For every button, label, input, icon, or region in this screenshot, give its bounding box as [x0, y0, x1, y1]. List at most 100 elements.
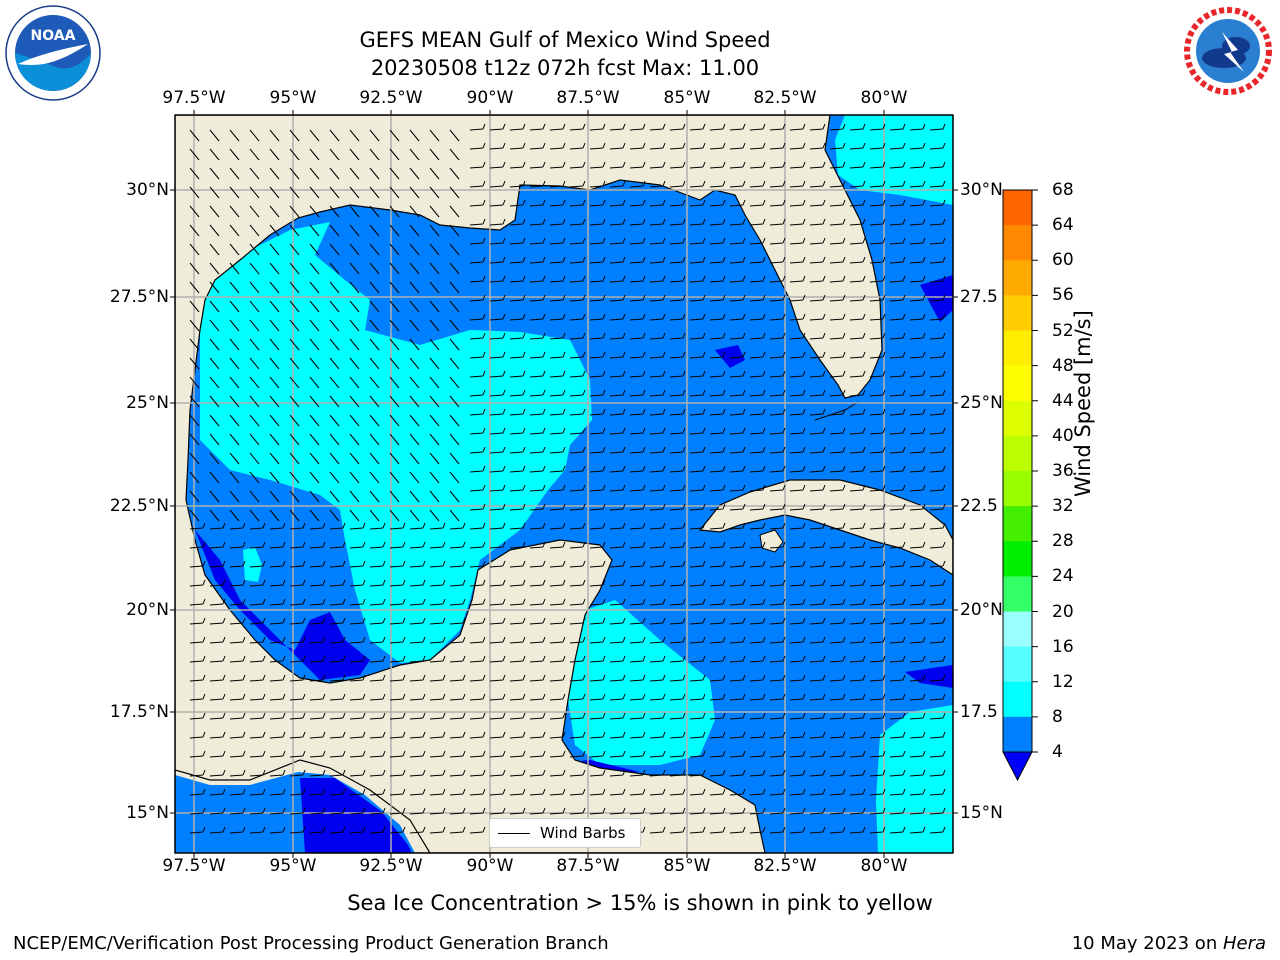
wind-barb [289, 471, 300, 484]
wind-barb [729, 484, 746, 492]
wind-barb [509, 674, 526, 682]
wind-barb [729, 313, 746, 321]
wind-barb [609, 484, 626, 492]
wind-barb [709, 617, 726, 625]
wind-barb [309, 636, 326, 644]
wind-barb [809, 237, 826, 245]
wind-barb [529, 313, 546, 321]
wind-barb [209, 338, 220, 351]
wind-barb [889, 332, 906, 340]
wind-barb [709, 788, 726, 796]
wind-barb [689, 617, 706, 625]
wind-barb [229, 788, 246, 796]
wind-barb [869, 693, 886, 701]
wind-barb [509, 541, 526, 549]
wind-barb [589, 142, 606, 150]
wind-barb [729, 769, 746, 777]
wind-barb [589, 237, 606, 245]
wind-barb [569, 522, 586, 530]
colorbar-segment [1003, 260, 1032, 296]
wind-barb [549, 750, 566, 758]
wind-barb [649, 636, 666, 644]
wind-barb [609, 598, 626, 606]
wind-barb [909, 180, 926, 188]
wind-barb [889, 180, 906, 188]
wind-barb [829, 617, 846, 625]
wind-barb [569, 351, 586, 359]
wind-barb [229, 598, 246, 606]
wind-barb [869, 294, 886, 302]
wind-barb [389, 338, 400, 351]
wind-barb [629, 446, 646, 454]
wind-barb [269, 826, 286, 834]
wind-barb [709, 294, 726, 302]
wind-barb [809, 218, 826, 226]
wind-barb [729, 598, 746, 606]
wind-barb [309, 490, 320, 503]
wind-barb [349, 788, 366, 796]
wind-barb [349, 300, 360, 313]
wind-barb [349, 560, 366, 568]
wind-barb [589, 332, 606, 340]
wind-barb [449, 300, 460, 313]
wind-barb [809, 484, 826, 492]
wind-barb [929, 560, 946, 568]
wind-barb [749, 294, 766, 302]
wind-barb [929, 427, 946, 435]
wind-barb [289, 541, 306, 549]
wind-barb [349, 338, 360, 351]
wind-barb [929, 370, 946, 378]
wind-barb [449, 788, 466, 796]
wind-barb [389, 243, 400, 256]
wind-barb [469, 712, 486, 720]
wind-barb [789, 674, 806, 682]
wind-barb [709, 769, 726, 777]
wind-barb [229, 186, 240, 199]
noaa-logo-text: NOAA [31, 28, 76, 44]
map-legend: Wind Barbs [489, 818, 641, 848]
wind-barb [729, 427, 746, 435]
wind-barb [569, 389, 586, 397]
wind-barb [729, 446, 746, 454]
wind-barb [849, 275, 866, 283]
wind-barb [709, 427, 726, 435]
wind-barb [709, 256, 726, 264]
wind-barb [869, 408, 886, 416]
wind-barb [829, 636, 846, 644]
wind-barb [609, 408, 626, 416]
wind-barb [449, 750, 466, 758]
wind-barb [829, 674, 846, 682]
wind-barb [249, 167, 260, 180]
wind-barb [749, 332, 766, 340]
wind-barb [529, 579, 546, 587]
land-keys [814, 401, 859, 421]
wind-barb [209, 243, 220, 256]
wind-barb [589, 693, 606, 701]
wind-barb [409, 357, 420, 370]
wind-barb [449, 433, 460, 446]
wind-barb [189, 376, 200, 389]
wind-barb [729, 351, 746, 359]
wind-barb [589, 503, 606, 511]
wind-barb [289, 357, 300, 370]
wind-8-12-region-caribbean [876, 705, 953, 853]
wind-barb [649, 655, 666, 663]
wind-barb [769, 237, 786, 245]
wind-barb [929, 351, 946, 359]
wind-barb [229, 490, 240, 503]
wind-barb [709, 731, 726, 739]
wind-barb [929, 598, 946, 606]
wind-barb [429, 300, 440, 313]
wind-barb [789, 750, 806, 758]
wind-barb [549, 712, 566, 720]
wind-barb [409, 807, 426, 815]
wind-barb [409, 319, 420, 332]
wind-barb [609, 218, 626, 226]
wind-barb [529, 427, 546, 435]
wind-barb [469, 541, 486, 549]
wind-barb [629, 199, 646, 207]
wind-barb [189, 129, 200, 142]
wind-barb [749, 180, 766, 188]
wind-barb [729, 237, 746, 245]
wind-barb [549, 579, 566, 587]
